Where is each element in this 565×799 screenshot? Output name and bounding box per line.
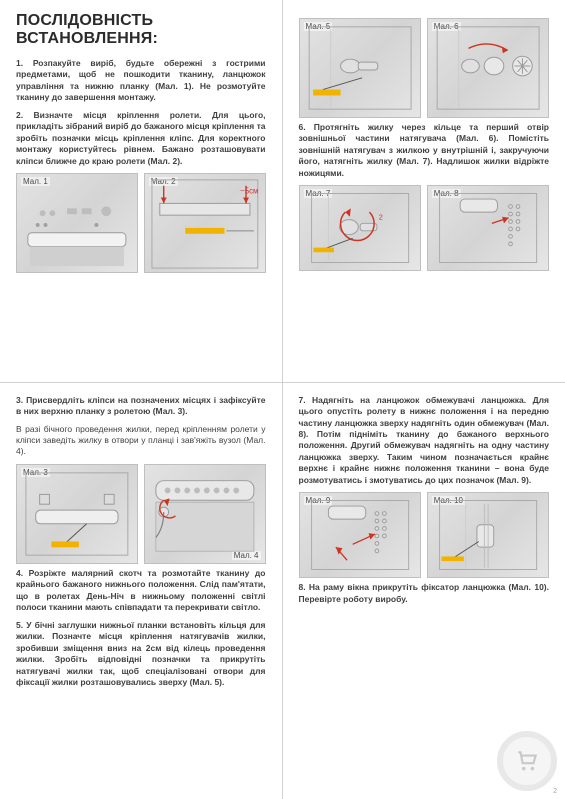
watermark-ring [497, 731, 557, 791]
page-number: 2 [553, 788, 557, 795]
figure-10-svg [428, 493, 548, 577]
figure-5: Мал. 5 [299, 18, 421, 118]
figure-8-svg [428, 186, 548, 270]
figure-3: Мал. 3 [16, 464, 138, 564]
svg-text:2: 2 [378, 213, 382, 222]
figure-9-svg [300, 493, 420, 577]
figure-row-9-10: Мал. 9 Мал. 10 [299, 492, 550, 578]
svg-text:~5см: ~5см [240, 187, 258, 196]
figure-7-svg: 2 [300, 186, 420, 270]
step-2: 2. Визначте місця кріплення ролети. Для … [16, 110, 266, 167]
step-7: 7. Надягніть на ланцюжок обмежувачі ланц… [299, 395, 550, 487]
page-title: ПОСЛІДОВНІСТЬ ВСТАНОВЛЕННЯ: [16, 12, 266, 48]
quadrant-2: Мал. 5 Мал. 6 [283, 0, 565, 382]
watermark-icon [497, 731, 557, 791]
figure-4: Мал. 4 [144, 464, 266, 564]
figure-5-svg [300, 19, 420, 117]
figure-3-svg [17, 465, 137, 563]
figure-1-svg [17, 174, 137, 272]
figure-row-1-2: Мал. 1 Мал. 2 [16, 173, 266, 273]
cart-icon [514, 748, 540, 774]
step-3b: В разі бічного проведення жилки, перед к… [16, 424, 266, 458]
figure-row-7-8: Мал. 7 2 Мал. 8 [299, 185, 550, 271]
figure-9: Мал. 9 [299, 492, 421, 578]
step-4: 4. Розріжте малярний скотч та розмотайте… [16, 568, 266, 614]
page-grid: ПОСЛІДОВНІСТЬ ВСТАНОВЛЕННЯ: 1. Розпакуйт… [0, 0, 565, 799]
step-3: 3. Присвердліть кліпси на позначених міс… [16, 395, 266, 418]
step-6: 6. Протягніть жилку через кільце та перш… [299, 122, 550, 179]
quadrant-1: ПОСЛІДОВНІСТЬ ВСТАНОВЛЕННЯ: 1. Розпакуйт… [0, 0, 283, 382]
figure-row-5-6: Мал. 5 Мал. 6 [299, 18, 550, 118]
step-5: 5. У бічні заглушки нижньої планки встан… [16, 620, 266, 689]
figure-2: Мал. 2 ~5см [144, 173, 266, 273]
figure-7: Мал. 7 2 [299, 185, 421, 271]
figure-row-3-4: Мал. 3 Мал. 4 [16, 464, 266, 564]
figure-8: Мал. 8 [427, 185, 549, 271]
quadrant-4: 7. Надягніть на ланцюжок обмежувачі ланц… [283, 382, 565, 799]
step-1: 1. Розпакуйте виріб, будьте обережні з г… [16, 58, 266, 104]
figure-4-svg [145, 465, 265, 563]
figure-6-svg [428, 19, 548, 117]
step-8: 8. На раму вікна прикрутіть фіксатор лан… [299, 582, 550, 605]
figure-2-svg: ~5см [145, 174, 265, 272]
quadrant-3: 3. Присвердліть кліпси на позначених міс… [0, 382, 283, 799]
figure-10: Мал. 10 [427, 492, 549, 578]
figure-6: Мал. 6 [427, 18, 549, 118]
figure-1: Мал. 1 [16, 173, 138, 273]
